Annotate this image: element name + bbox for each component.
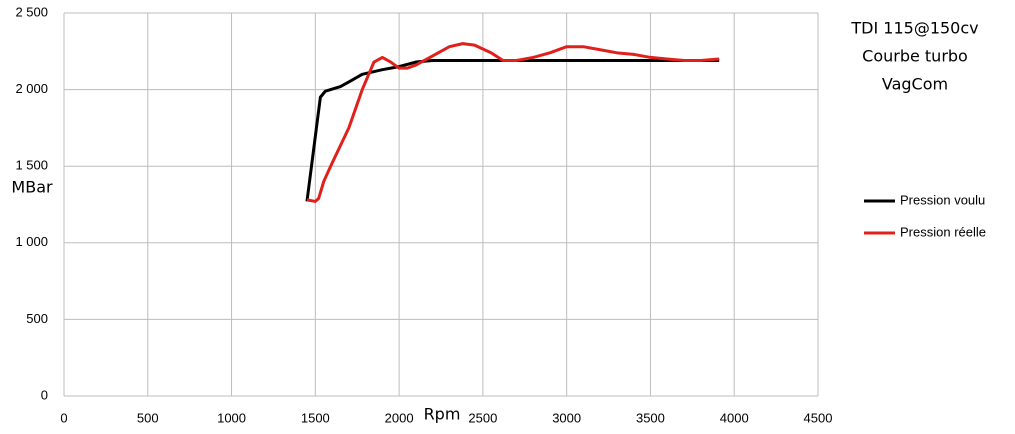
y-axis-label: MBar xyxy=(11,178,53,197)
y-tick-label: 500 xyxy=(26,311,48,326)
y-tick-label: 1 500 xyxy=(15,158,48,173)
x-tick-label: 4000 xyxy=(720,410,749,425)
chart-title: VagCom xyxy=(882,75,948,94)
x-tick-label: 1000 xyxy=(217,410,246,425)
chart-title: TDI 115@150cv xyxy=(850,19,978,38)
chart-title: Courbe turbo xyxy=(862,47,968,66)
x-tick-label: 2500 xyxy=(468,410,497,425)
line-series xyxy=(305,58,720,202)
y-tick-label: 0 xyxy=(41,387,48,402)
x-tick-label: 3000 xyxy=(552,410,581,425)
x-tick-label: 4500 xyxy=(804,410,833,425)
legend-label: Pression voulu xyxy=(900,192,985,207)
x-tick-label: 3500 xyxy=(636,410,665,425)
y-tick-label: 1 000 xyxy=(15,234,48,249)
x-tick-label: 500 xyxy=(137,410,159,425)
y-tick-label: 2 000 xyxy=(15,81,48,96)
line-series xyxy=(306,42,720,203)
x-tick-label: 2000 xyxy=(385,410,414,425)
x-tick-label: 1500 xyxy=(301,410,330,425)
x-tick-label: 0 xyxy=(60,410,67,425)
legend-label: Pression réelle xyxy=(900,224,986,239)
x-axis-label: Rpm xyxy=(424,405,461,424)
y-tick-label: 2 500 xyxy=(15,4,48,19)
